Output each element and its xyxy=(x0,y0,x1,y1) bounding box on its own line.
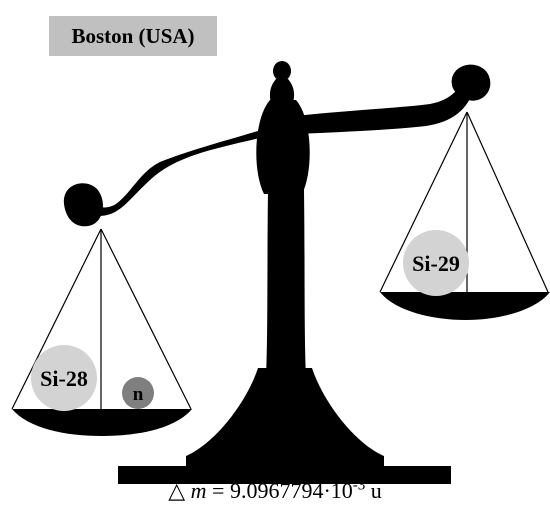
location-label: Boston (USA) xyxy=(71,23,195,48)
si-28-label: Si-28 xyxy=(40,366,88,391)
balance-left-arm-end xyxy=(63,183,103,227)
neutron-label: n xyxy=(133,384,144,405)
balance-right-arm-end xyxy=(451,64,491,101)
equals-sign: = xyxy=(206,478,230,503)
mass-variable: m xyxy=(190,478,207,503)
left-pan-string-right xyxy=(100,228,192,410)
neutron-particle xyxy=(122,377,154,409)
mass-difference-formula: △ m = 9.0967794·10-3 u xyxy=(0,478,550,504)
si-28-atom xyxy=(31,345,97,411)
mass-unit: u xyxy=(365,478,382,503)
right-pan xyxy=(380,292,550,320)
mass-exponent: -3 xyxy=(352,477,366,494)
right-pan-string-left xyxy=(379,111,468,293)
right-pan-string-right xyxy=(466,111,549,293)
balance-center-body xyxy=(256,100,310,194)
balance-column xyxy=(266,190,306,378)
balance-top-knob xyxy=(273,61,291,81)
balance-beam-left xyxy=(78,128,268,216)
location-badge: Boston (USA) xyxy=(49,16,217,56)
si-29-label: Si-29 xyxy=(412,251,460,276)
left-pan-string-left xyxy=(11,228,102,410)
balance-base xyxy=(118,466,451,484)
delta-symbol: △ xyxy=(168,478,186,503)
si-29-atom xyxy=(403,230,469,296)
balance-neck xyxy=(269,79,295,106)
mass-mantissa: 9.0967794·10 xyxy=(229,478,353,503)
balance-pedestal xyxy=(186,368,384,466)
left-pan xyxy=(12,409,192,436)
balance-beam-right xyxy=(296,82,474,134)
